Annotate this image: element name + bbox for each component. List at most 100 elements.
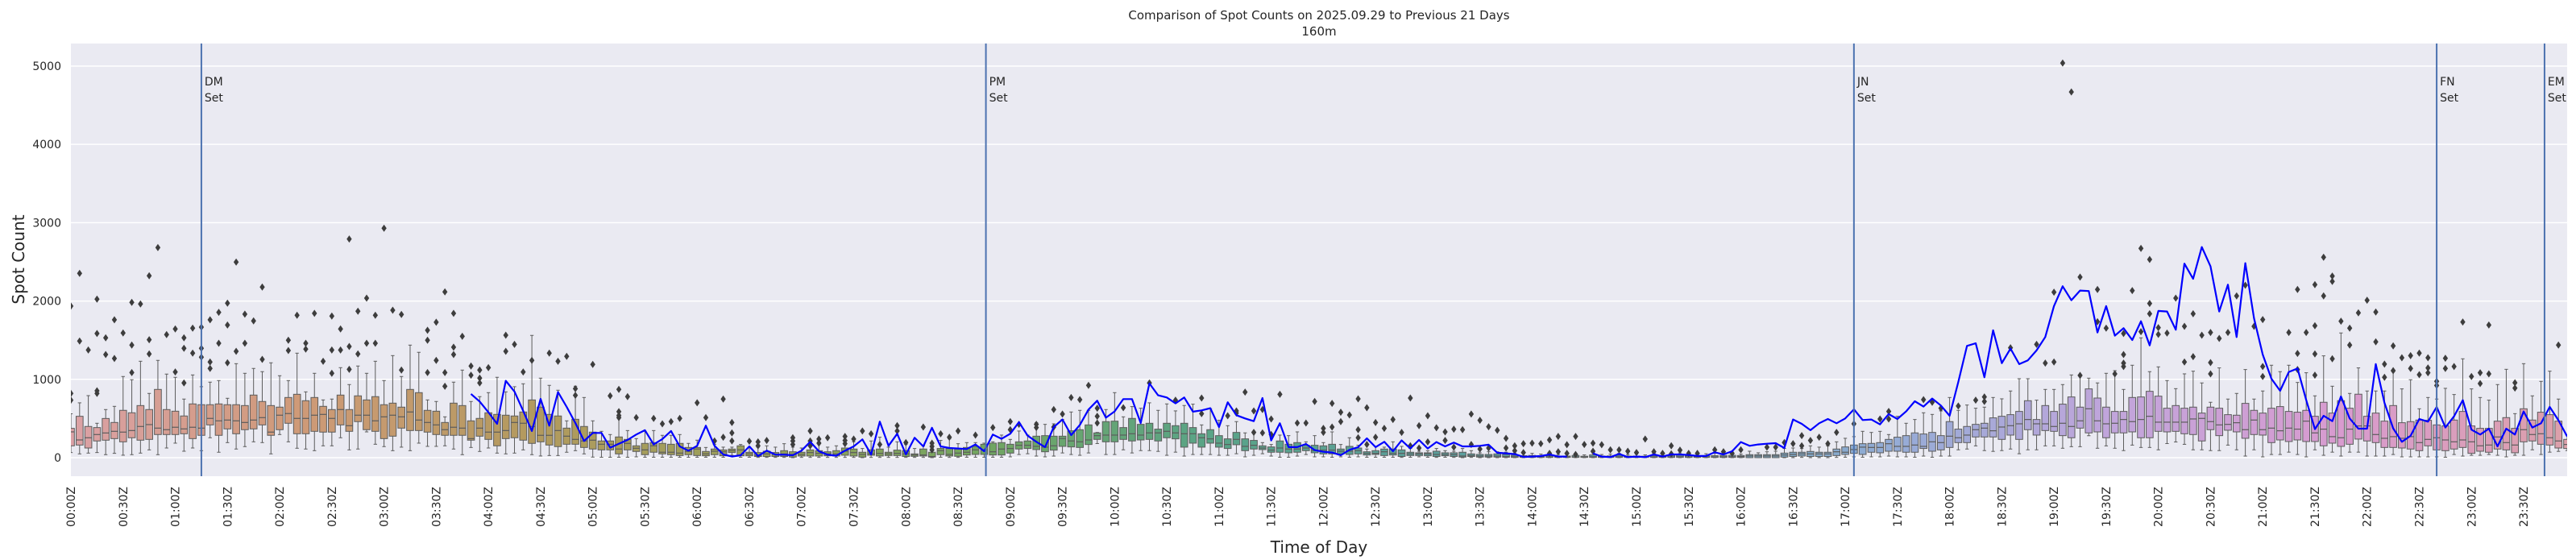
box-iqr: [2006, 414, 2014, 436]
box-iqr: [1241, 438, 1250, 451]
box-02:55Z: [371, 311, 380, 445]
box-18:15Z: [1972, 396, 1980, 446]
outlier-point: [164, 330, 169, 338]
box-iqr: [328, 409, 336, 433]
outlier-point: [329, 369, 335, 377]
box-iqr: [1232, 432, 1241, 446]
x-tick-label: 00:00Z: [65, 487, 78, 527]
box-21:05Z: [2267, 364, 2275, 455]
outlier-point: [77, 269, 82, 277]
box-18:45Z: [2023, 378, 2032, 450]
box-04:35Z: [545, 349, 554, 456]
box-18:10Z: [1963, 404, 1972, 450]
box-11:15Z: [1241, 388, 1250, 458]
outlier-point: [1225, 412, 1230, 420]
outlier-point: [242, 339, 248, 347]
outlier-point: [2034, 340, 2039, 348]
box-iqr: [214, 403, 223, 436]
box-02:15Z: [301, 339, 310, 450]
box-05:25Z: [632, 413, 641, 458]
x-tick-label: 23:30Z: [2518, 487, 2531, 527]
box-iqr: [597, 440, 606, 450]
outlier-point: [894, 421, 900, 429]
box-10:40Z: [1180, 404, 1188, 457]
box-iqr: [2206, 406, 2215, 430]
outlier-point: [233, 347, 239, 355]
x-tick-label: 08:30Z: [952, 487, 965, 527]
outlier-point: [355, 350, 361, 358]
box-iqr: [2371, 413, 2380, 443]
box-23:05Z: [2476, 369, 2484, 456]
box-00:55Z: [162, 330, 171, 449]
box-11:20Z: [1250, 407, 1258, 456]
box-iqr: [1841, 446, 1849, 455]
box-iqr: [2032, 419, 2041, 436]
outlier-point: [1807, 437, 1814, 445]
box-iqr: [102, 417, 110, 441]
box-iqr: [893, 450, 902, 456]
outlier-point: [1981, 393, 1987, 401]
box-iqr: [2493, 421, 2502, 450]
outlier-point: [764, 437, 769, 445]
box-iqr: [441, 421, 449, 436]
box-12:30Z: [1371, 418, 1379, 458]
box-iqr: [2172, 404, 2180, 432]
box-03:40Z: [450, 309, 458, 450]
outlier-point: [729, 429, 735, 437]
outlier-point: [1399, 429, 1404, 437]
outlier-point: [2217, 334, 2222, 342]
outlier-point: [338, 325, 343, 333]
outlier-point: [1076, 396, 1083, 404]
outlier-point: [2147, 255, 2153, 263]
outlier-point: [1564, 450, 1570, 458]
box-22:35Z: [2424, 354, 2433, 458]
box-iqr: [963, 446, 971, 456]
outlier-point: [312, 309, 317, 317]
outlier-point: [2329, 272, 2335, 280]
box-13:20Z: [1458, 425, 1466, 458]
outlier-point: [189, 324, 196, 332]
box-iqr: [1172, 425, 1180, 440]
chart-title: Comparison of Spot Counts on 2025.09.29 …: [1128, 8, 1509, 23]
outlier-point: [668, 417, 674, 425]
box-14:50Z: [1615, 446, 1624, 458]
outlier-point: [398, 366, 404, 374]
box-21:45Z: [2337, 317, 2346, 457]
outlier-point: [720, 395, 726, 403]
outlier-point: [503, 331, 508, 339]
outlier-point: [1085, 381, 1092, 389]
box-16:05Z: [1745, 450, 1754, 458]
outlier-point: [2425, 354, 2431, 362]
box-iqr: [2545, 414, 2554, 446]
y-tick-label: 0: [54, 452, 61, 465]
box-16:30Z: [1789, 440, 1798, 458]
box-iqr: [458, 404, 467, 436]
outlier-point: [572, 384, 579, 392]
outlier-point: [1416, 444, 1422, 452]
outlier-point: [2155, 330, 2161, 338]
outlier-point: [633, 413, 639, 421]
outlier-point: [1408, 394, 1413, 402]
outlier-point: [1433, 424, 1439, 432]
outlier-point: [2425, 369, 2431, 377]
box-14:20Z: [1562, 441, 1571, 458]
box-iqr: [301, 400, 310, 434]
grid-lines: [71, 65, 2567, 458]
outlier-point: [477, 366, 483, 374]
box-iqr: [2250, 409, 2259, 435]
box-iqr: [2146, 391, 2154, 438]
outlier-point: [2259, 316, 2266, 324]
box-iqr: [2441, 425, 2449, 451]
box-19:10Z: [2067, 88, 2076, 447]
box-iqr: [319, 405, 327, 433]
box-20:05Z: [2163, 329, 2172, 444]
outlier-point: [2147, 309, 2153, 317]
box-iqr: [1023, 440, 1032, 450]
y-tick-label: 4000: [32, 139, 61, 151]
box-12:05Z: [1328, 400, 1337, 458]
box-16:35Z: [1798, 432, 1806, 458]
outlier-point: [616, 413, 622, 421]
outlier-point: [181, 379, 187, 387]
outlier-point: [189, 349, 196, 357]
outlier-point: [529, 356, 535, 364]
